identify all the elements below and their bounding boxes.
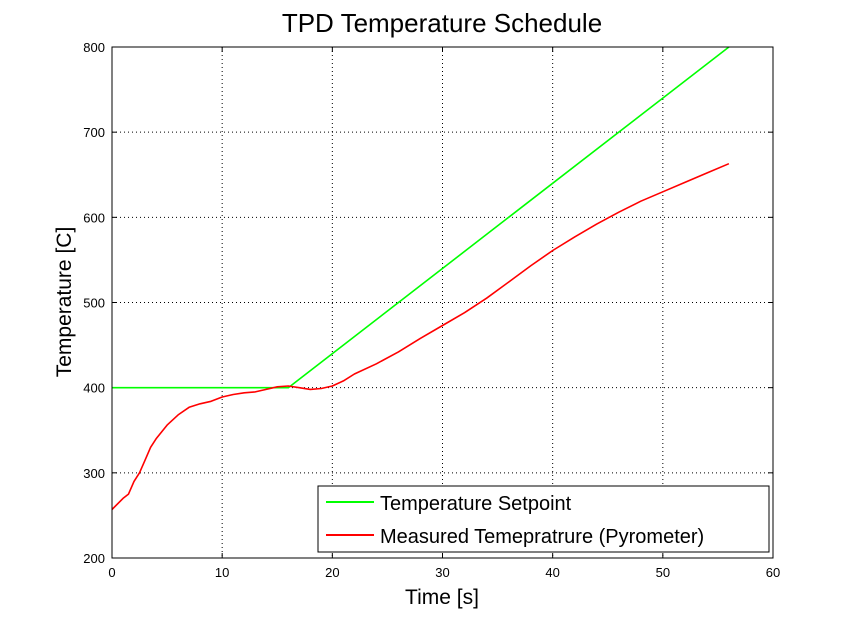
x-tick-label: 50 — [656, 565, 670, 580]
plot-area — [112, 47, 773, 558]
y-tick-label: 200 — [83, 551, 105, 566]
x-tick-label: 0 — [108, 565, 115, 580]
x-axis-label: Time [s] — [405, 586, 479, 609]
y-tick-label: 300 — [83, 466, 105, 481]
chart-title: TPD Temperature Schedule — [282, 8, 602, 38]
legend-label-temperature-setpoint: Temperature Setpoint — [380, 493, 572, 515]
legend: Temperature Setpoint Measured Temepratru… — [317, 485, 770, 553]
y-tick-label: 700 — [83, 125, 105, 140]
x-tick-label: 30 — [435, 565, 449, 580]
series-layer — [111, 46, 730, 511]
ticks: 0 10 20 30 40 50 60 200 300 400 500 600 700 800 — [83, 40, 780, 580]
plot-frame — [111, 46, 774, 559]
y-axis-label: Temperature [C] — [53, 227, 76, 378]
series-line-1 — [111, 162, 730, 511]
legend-label-measured-temperature: Measured Temepratrure (Pyrometer) — [380, 526, 704, 548]
y-tick-label: 600 — [83, 210, 105, 225]
x-tick-label: 10 — [215, 565, 229, 580]
y-tick-label: 800 — [83, 40, 105, 55]
legend-box — [317, 485, 770, 553]
y-tick-label: 500 — [83, 296, 105, 311]
x-tick-label: 40 — [545, 565, 559, 580]
series-line-0 — [112, 46, 730, 389]
x-tick-label: 60 — [766, 565, 780, 580]
x-tick-label: 20 — [325, 565, 339, 580]
y-tick-label: 400 — [83, 381, 105, 396]
